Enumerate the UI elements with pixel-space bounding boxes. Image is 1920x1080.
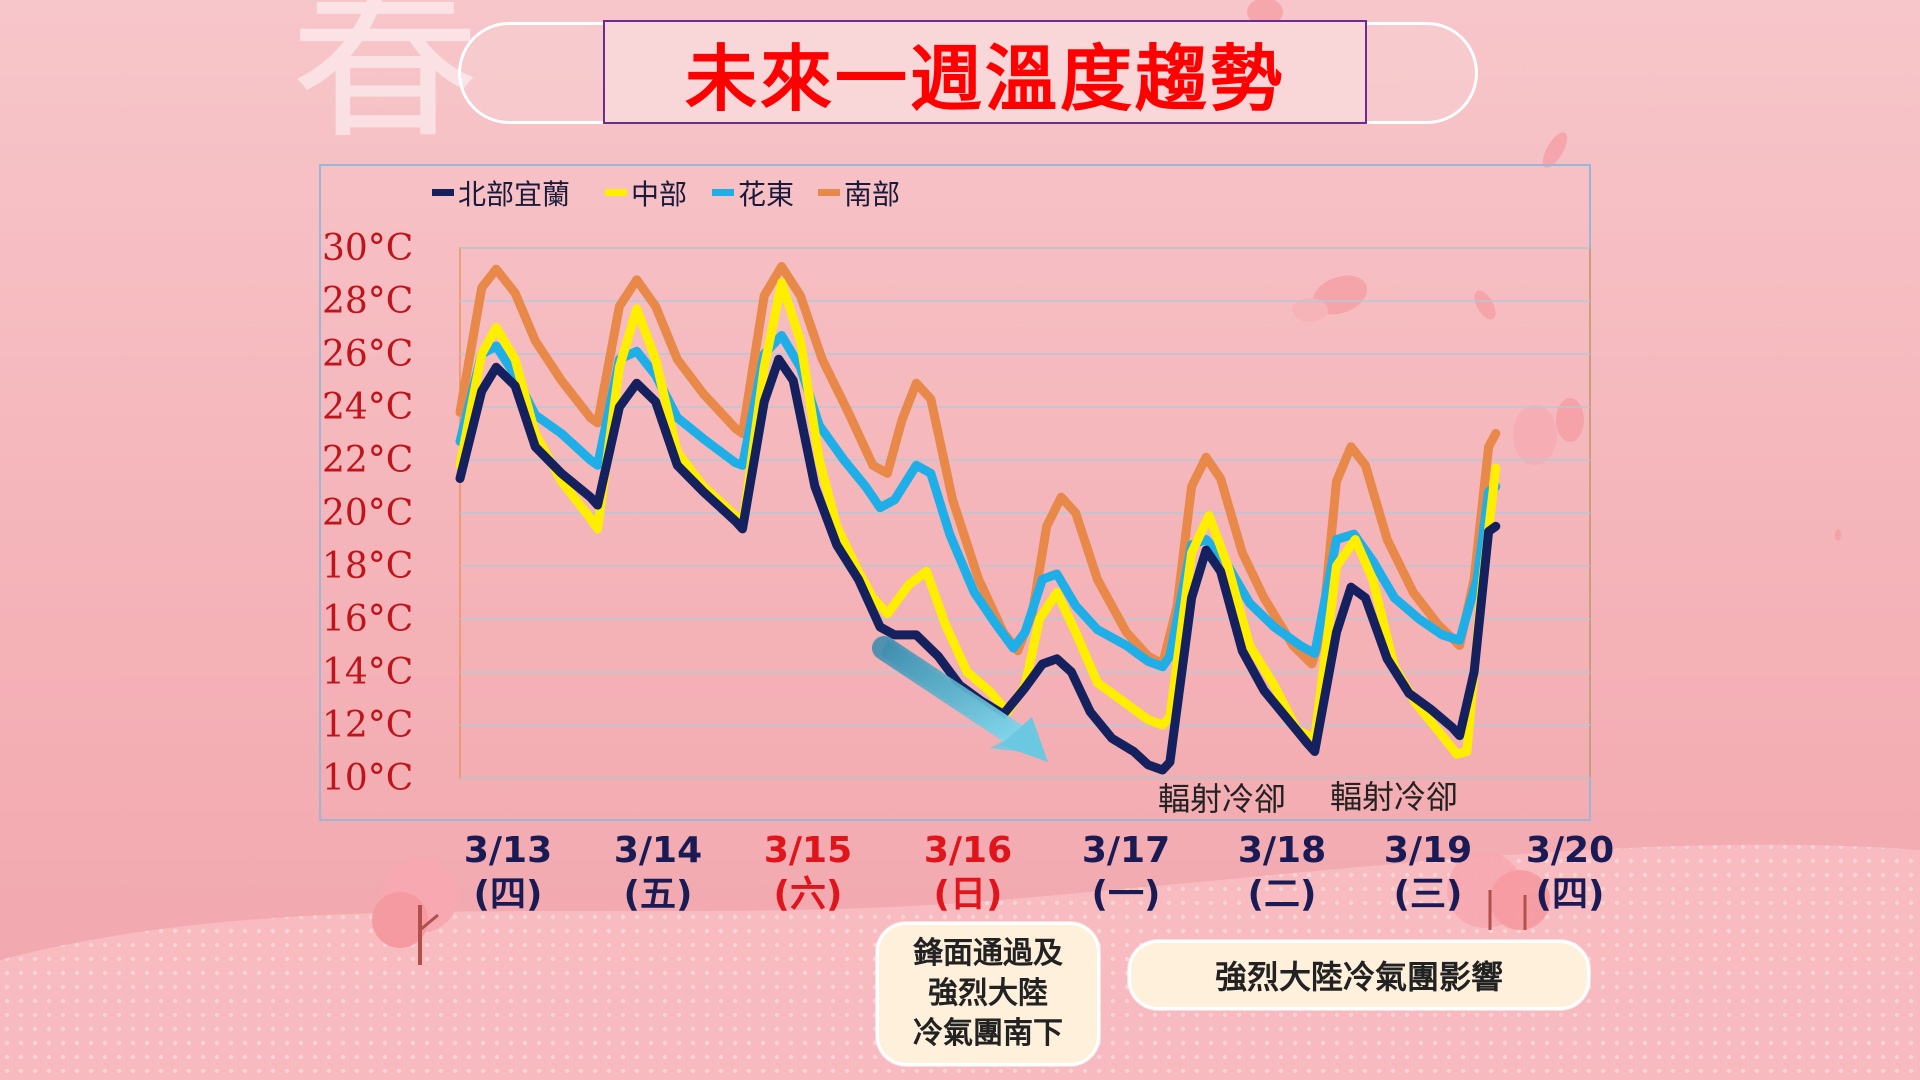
series-line-1 xyxy=(455,278,1501,759)
tree-decoration xyxy=(372,852,1550,965)
x-weekday-label: (四) xyxy=(474,874,543,915)
note-cold-air-mass: 強烈大陸冷氣團影響 xyxy=(1128,940,1590,1010)
series-line-2 xyxy=(455,331,1501,672)
x-weekday-label: (五) xyxy=(624,874,693,915)
legend-label-east: 花東 xyxy=(738,178,794,211)
legend-label-central: 中部 xyxy=(631,178,687,211)
x-weekday-label: (日) xyxy=(934,874,1003,915)
page-title: 未來一週溫度趨勢 xyxy=(684,36,1285,121)
y-tick-label: 20°C xyxy=(322,493,413,534)
trend-arrow xyxy=(872,636,1048,762)
x-weekday-label: (三) xyxy=(1394,874,1463,915)
x-weekday-label: (六) xyxy=(774,874,843,915)
series-line-0 xyxy=(455,354,1501,775)
legend-label-north: 北部宜蘭 xyxy=(458,178,570,211)
x-date-label: 3/15 xyxy=(764,830,852,871)
annotation-radiative-cooling-1: 輻射冷卻 xyxy=(1158,780,1286,818)
x-date-label: 3/19 xyxy=(1384,830,1472,871)
y-tick-label: 12°C xyxy=(322,705,413,746)
y-tick-label: 26°C xyxy=(322,334,413,375)
y-tick-label: 28°C xyxy=(322,281,413,322)
petal-decoration xyxy=(1247,0,1841,541)
x-weekday-label: (四) xyxy=(1536,874,1605,915)
x-date-label: 3/18 xyxy=(1238,830,1326,871)
y-tick-label: 24°C xyxy=(322,387,413,428)
x-date-label: 3/16 xyxy=(924,830,1012,871)
y-tick-label: 14°C xyxy=(322,652,413,693)
y-tick-label: 18°C xyxy=(322,546,413,587)
x-date-label: 3/14 xyxy=(614,830,702,871)
legend-swatch-north xyxy=(432,189,454,196)
title-box: 未來一週溫度趨勢 xyxy=(603,20,1367,124)
spring-character: 春 xyxy=(290,0,480,165)
y-tick-label: 10°C xyxy=(322,758,413,799)
x-date-label: 3/17 xyxy=(1082,830,1170,871)
x-weekday-label: (二) xyxy=(1248,874,1317,915)
x-weekday-label: (一) xyxy=(1092,874,1161,915)
y-tick-label: 16°C xyxy=(322,599,413,640)
x-date-label: 3/20 xyxy=(1526,830,1614,871)
legend-swatch-central xyxy=(605,189,627,196)
legend-swatch-south xyxy=(818,189,840,196)
annotation-radiative-cooling-2: 輻射冷卻 xyxy=(1330,778,1458,816)
note-front-passage: 鋒面通過及 強烈大陸 冷氣團南下 xyxy=(876,922,1100,1066)
y-tick-label: 22°C xyxy=(322,440,413,481)
legend-label-south: 南部 xyxy=(844,178,900,211)
y-tick-label: 30°C xyxy=(322,228,413,269)
legend: 北部宜蘭 中部 花東 南部 xyxy=(432,178,900,211)
legend-swatch-east xyxy=(712,189,734,196)
x-date-label: 3/13 xyxy=(464,830,552,871)
